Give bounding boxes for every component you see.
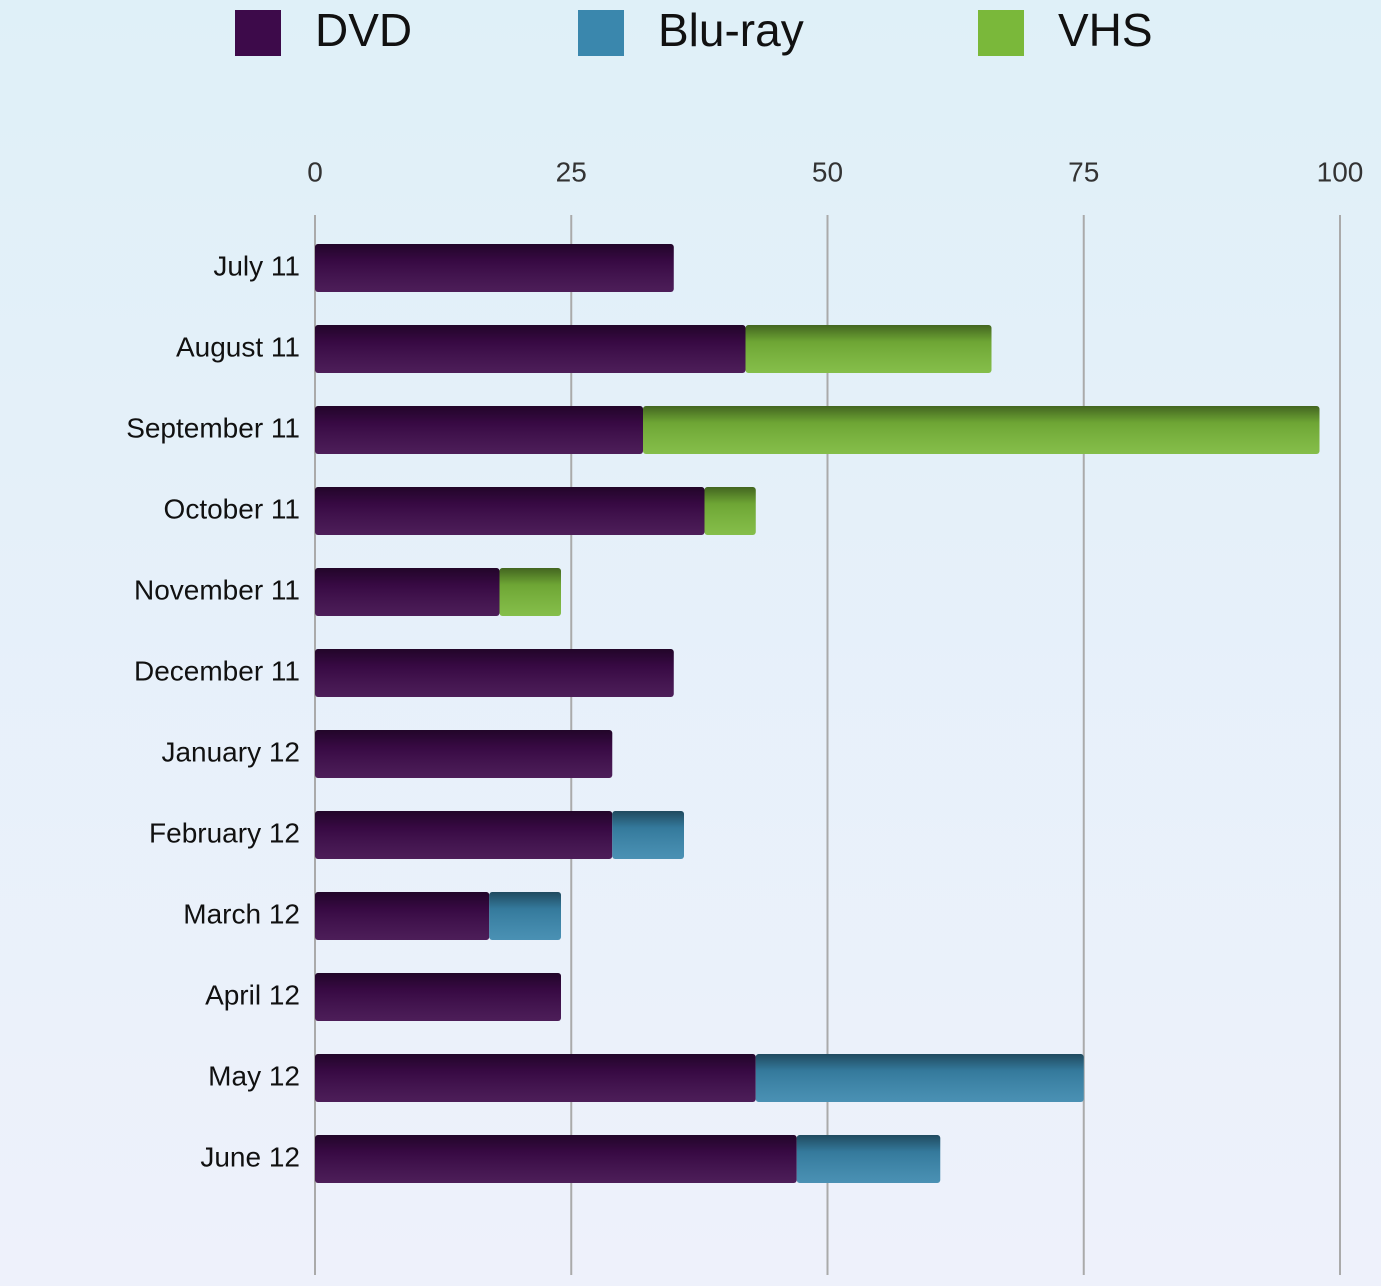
bar-shade [643,406,1320,454]
bar-shade [315,973,561,1021]
x-tick-label: 0 [307,156,323,187]
category-label: July 11 [213,250,300,281]
bar-shade [612,811,684,859]
x-tick-label: 25 [556,156,587,187]
legend-swatch [578,10,624,56]
bar-shade [755,1054,1084,1102]
bar-shade [315,487,705,535]
bar-shade [315,892,490,940]
category-label: October 11 [164,493,300,524]
bar-shade [315,325,746,373]
bar-shade [315,568,500,616]
bar-shade [489,892,561,940]
category-label: December 11 [134,655,300,686]
category-label: June 12 [200,1141,300,1172]
bar-shade [315,244,674,292]
x-tick-label: 75 [1068,156,1099,187]
bar-shade [315,1054,756,1102]
x-tick-label: 100 [1317,156,1364,187]
category-label: August 11 [176,331,300,362]
category-label: November 11 [134,574,300,605]
bar-shade [499,568,561,616]
legend-label: VHS [1058,4,1153,56]
category-label: May 12 [208,1060,300,1091]
category-label: September 11 [126,412,300,443]
bar-shade [315,1135,797,1183]
category-label: February 12 [149,817,300,848]
category-label: April 12 [205,979,300,1010]
category-label: March 12 [183,898,300,929]
category-label: January 12 [161,736,300,767]
bar-shade [315,811,613,859]
bar-shade [796,1135,941,1183]
bar-shade [704,487,756,535]
bar-shade [315,406,643,454]
legend-swatch [978,10,1024,56]
x-tick-label: 50 [812,156,843,187]
legend-swatch [235,10,281,56]
bar-shade [315,649,674,697]
bar-shade [745,325,992,373]
bar-shade [315,730,613,778]
legend-label: DVD [315,4,412,56]
legend-label: Blu-ray [658,4,804,56]
